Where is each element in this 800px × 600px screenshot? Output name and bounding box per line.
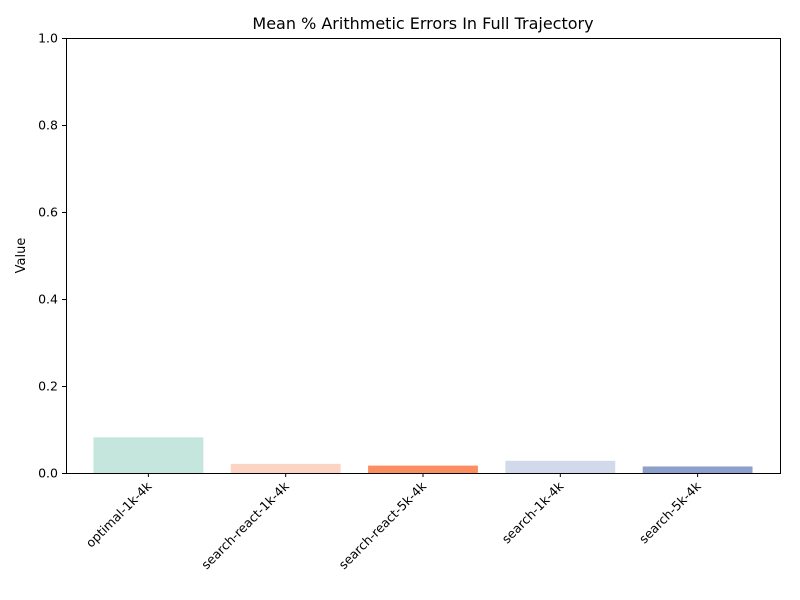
bar-search-react-5k-4k xyxy=(368,465,478,473)
bar-search-1k-4k xyxy=(505,460,616,473)
bar-search-react-1k-4k xyxy=(230,463,341,473)
bars-group xyxy=(93,437,753,473)
y-axis-label: Value xyxy=(14,238,29,274)
y-tick-label: 1.0 xyxy=(38,31,58,46)
plot-frame xyxy=(66,38,781,474)
bar-optimal-1k-4k xyxy=(93,437,204,473)
y-tick-label: 0.8 xyxy=(38,118,58,133)
y-tick-label: 0.2 xyxy=(38,379,58,394)
y-tick-label: 0.4 xyxy=(38,292,58,307)
y-axis-ticks: 0.0 0.2 0.4 0.6 0.8 1.0 xyxy=(38,31,66,481)
bar-search-5k-4k xyxy=(642,466,753,473)
y-tick-label: 0.0 xyxy=(38,466,58,481)
y-tick-label: 0.6 xyxy=(38,205,58,220)
chart-title: Mean % Arithmetic Errors In Full Traject… xyxy=(252,14,593,33)
